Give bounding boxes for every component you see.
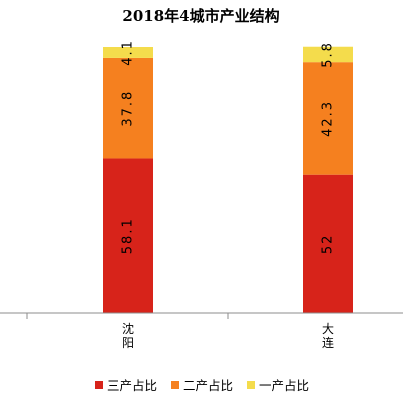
- legend-label-2: 一产占比: [259, 378, 309, 393]
- bar-segment-1-0: [303, 174, 353, 313]
- category-label-0-char-1: 阳: [122, 336, 134, 350]
- data-label-1-0: 52: [321, 234, 336, 255]
- legend-label-0: 三产占比: [107, 378, 157, 393]
- bars-group: 58.1 37.8 4.1 52 42.3 5.8: [103, 39, 353, 313]
- category-label-1-char-0: 大: [322, 322, 334, 336]
- category-label-0-char-0: 沈: [122, 321, 134, 336]
- category-label-1-char-1: 连: [322, 335, 334, 350]
- bar-segment-0-1: [103, 57, 153, 159]
- bar-segment-1-2: [303, 46, 353, 63]
- data-label-0-2: 4.1: [121, 39, 136, 66]
- legend: 三产占比 二产占比 一产占比: [95, 378, 309, 393]
- data-label-1-1: 42.3: [321, 100, 336, 137]
- category-labels: 沈阳 大连: [122, 321, 334, 350]
- bar-segment-1-1: [303, 62, 353, 175]
- data-label-0-1: 37.8: [121, 90, 136, 127]
- legend-swatch-2: [247, 381, 255, 389]
- data-label-0-0: 58.1: [121, 217, 136, 254]
- bar-segment-0-0: [103, 158, 153, 313]
- bar-segment-0-2: [103, 47, 153, 58]
- data-label-1-2: 5.8: [321, 41, 336, 68]
- chart-title: 2018年4城市产业结构: [122, 7, 279, 25]
- legend-label-1: 二产占比: [183, 378, 233, 393]
- legend-swatch-1: [171, 381, 179, 389]
- legend-swatch-0: [95, 381, 103, 389]
